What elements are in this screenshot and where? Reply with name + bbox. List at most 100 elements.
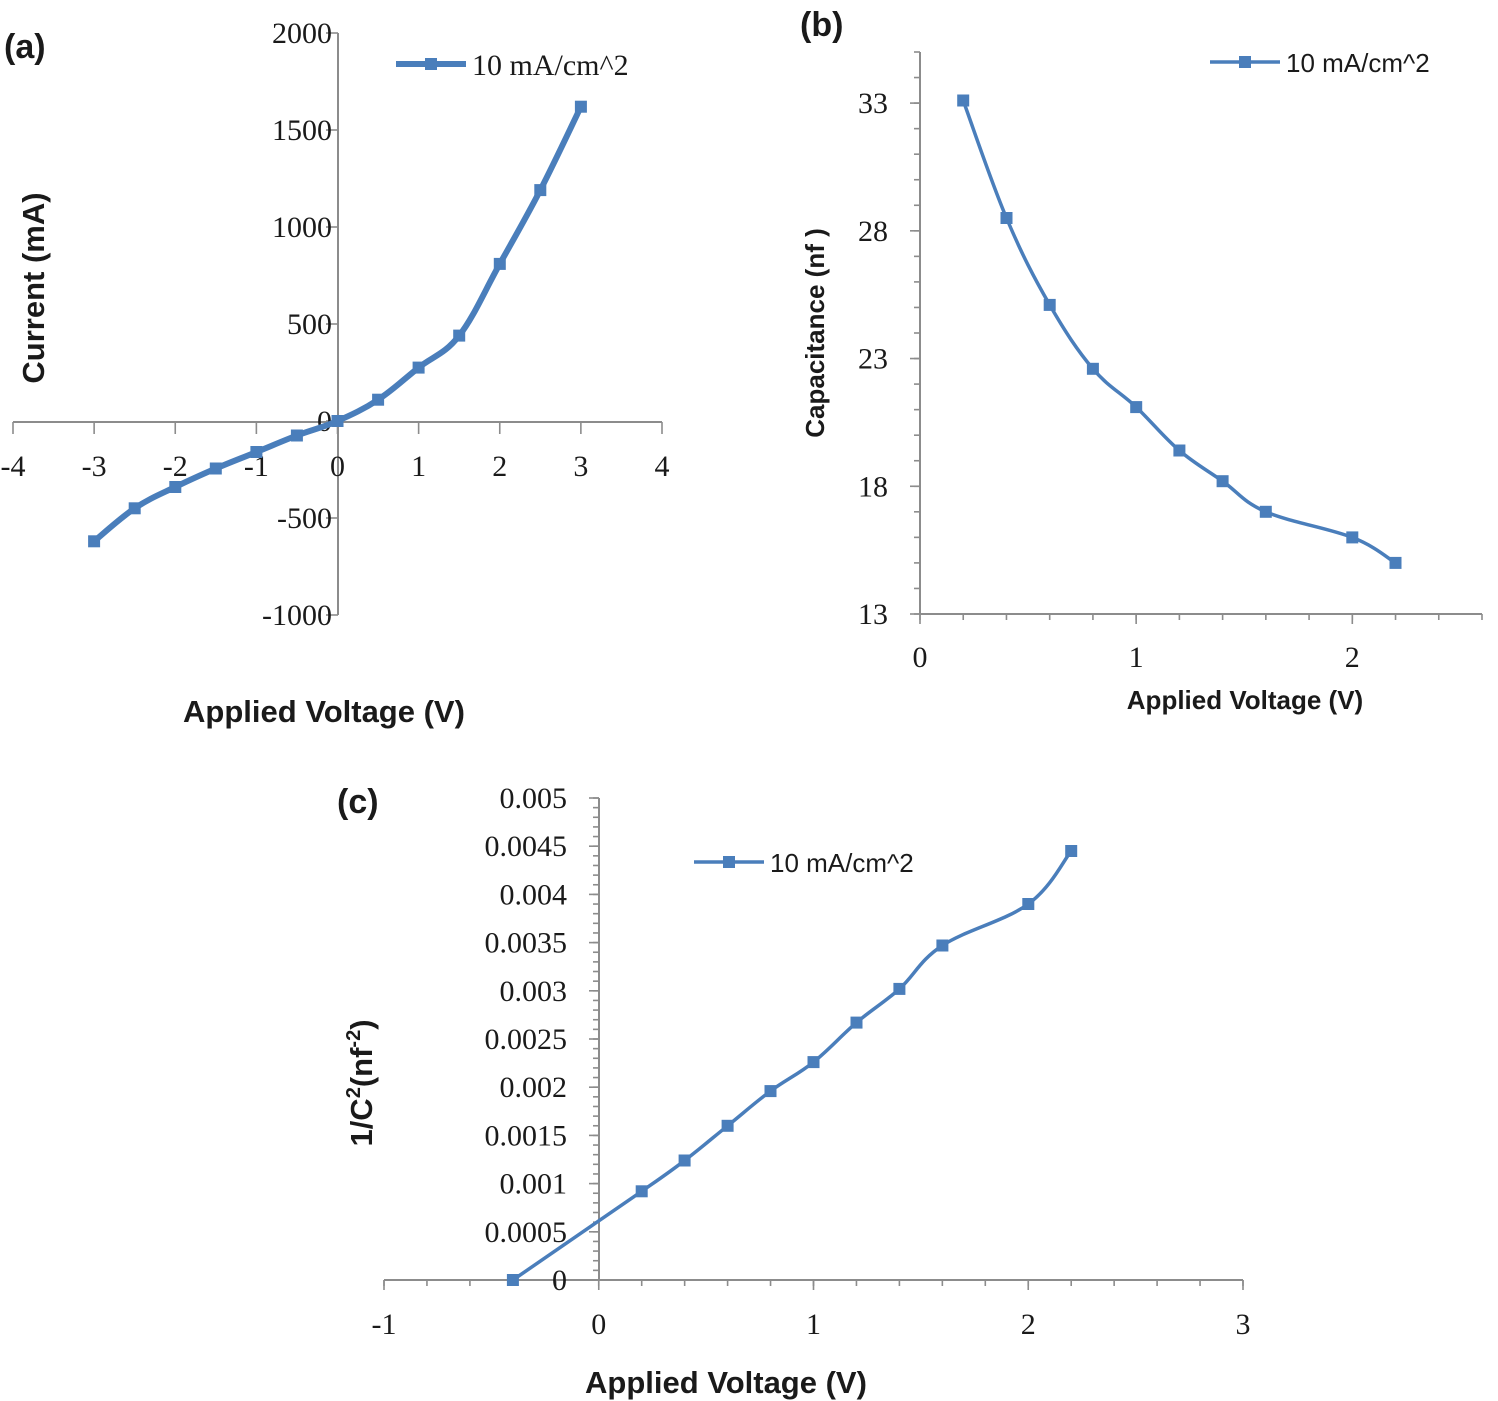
panel-c-y-tick-label: 0.003 [500,975,568,1008]
panel-a-data-point [372,393,385,406]
panel-c-data-point [506,1274,519,1286]
panel-c-axes [383,797,1244,1290]
panel-c-y-tick-labels: 0 0.0005 0.001 0.0015 0.002 0.0025 0.003 0.0035… [485,782,568,1297]
panel-b-y-tick-label: 23 [858,343,888,376]
panel-a-x-tick-label: 0 [330,450,345,483]
panel-b-data-point [1000,212,1013,224]
panel-c-legend-label: 10 mA/cm^2 [770,848,914,878]
panel-a-x-tick-label: 4 [655,450,670,483]
panel-c-y-axis-label-sup2: -2 [343,1030,365,1048]
panel-a-data-point [250,446,263,458]
panel-c-y-axis-label-sup1: 2 [343,1087,365,1098]
panel-a-y-axis-label: Current (mA) [16,192,51,383]
panel-a-data-point [88,535,101,548]
panel-a-data-point [331,415,344,427]
panel-b-data-point [957,94,970,107]
panel-c-y-axis-label-mid: (nf [344,1047,379,1087]
panel-c-data-point [893,982,906,995]
panel-a-data-point [493,257,506,270]
panel-c-x-tick-labels: -1 0 1 2 3 [372,1308,1251,1341]
panel-b-y-tick-label: 18 [858,470,888,503]
panel-c-x-tick-label: -1 [372,1308,397,1341]
panel-c-data-point [764,1085,777,1098]
panel-c-y-tick-label: 0.004 [500,878,568,911]
panel-c-x-tick-label: 3 [1236,1308,1251,1341]
panel-c-data-point [850,1016,863,1029]
panel-c-y-tick-label: 0.0035 [485,927,568,960]
panel-a-data-point [169,481,182,493]
panel-a-data-point [453,329,466,342]
panel-c-y-axis-label: 1/C2(nf-2) [343,1019,379,1146]
panel-b-data-point [1346,531,1359,544]
panel-c-data-point [721,1119,734,1132]
panel-c-y-tick-label: 0.002 [500,1071,568,1104]
panel-c-y-tick-label: 0.0005 [485,1216,568,1249]
panel-a-data-point [209,462,222,475]
panel-c-x-axis-label: Applied Voltage (V) [585,1365,867,1400]
panel-a-y-tick-label: 1500 [272,114,332,147]
panel-b-y-tick-label: 13 [858,598,888,631]
panel-b-x-tick-label: 0 [913,641,928,674]
panel-a-x-tick-label: 1 [411,450,426,483]
panel-c-y-tick-label: 0 [552,1264,567,1297]
panel-c-legend-marker [723,856,735,868]
panel-a-points [88,100,587,548]
panel-b-legend-marker [1239,56,1251,68]
panel-c-points [506,845,1078,1286]
panel-b-x-axis-label: Applied Voltage (V) [1127,685,1363,715]
panel-a-x-axis-label: Applied Voltage (V) [183,694,465,729]
panel-c-y-axis-label-main: 1/C [344,1098,379,1146]
panel-a-data-point [128,502,141,515]
panel-c-y-axis-label-end: ) [344,1019,379,1029]
panel-c-series-line [511,849,1073,1282]
panel-a-y-tick-label: 1000 [272,211,332,244]
panel-c-data-point [678,1154,691,1167]
panel-a-y-tick-label: -500 [277,502,332,535]
panel-c: (c) -1 0 1 2 3 0 0.0005 0.001 0.0015 0.002 0.0025… [337,782,1251,1400]
panel-b-data-point [1259,505,1272,518]
panel-b-y-tick-label: 28 [858,215,888,248]
panel-a-data-point [290,429,303,442]
panel-a: (a) -4 -3 -2 -1 0 1 2 3 4 -1000-5000500100015002… [1,17,670,729]
panel-b-data-point [1389,556,1402,569]
panel-a-x-tick-label: -3 [82,450,107,483]
panel-a-label: (a) [4,28,46,66]
panel-b-points [957,94,1402,569]
panel-a-data-point [574,100,587,113]
panel-a-y-tick-label: -1000 [262,599,332,632]
panel-c-y-tick-label: 0.0045 [485,830,568,863]
panel-b-label: (b) [800,6,843,44]
panel-b-data-point [1216,475,1229,488]
panel-a-x-tick-label: 3 [573,450,588,483]
panel-a-y-tick-label: 500 [287,308,332,341]
panel-a-data-point [534,184,547,197]
panel-a-x-tick-label: -4 [1,450,26,483]
panel-a-x-tick-label: -2 [163,450,188,483]
panel-a-data-point [412,361,425,374]
panel-b-legend: 10 mA/cm^2 [1210,48,1430,78]
panel-c-data-point [936,939,949,952]
panel-a-legend-label: 10 mA/cm^2 [472,49,629,82]
panel-c-label: (c) [337,783,379,821]
panel-b-x-tick-label: 2 [1345,641,1360,674]
panel-c-y-tick-label: 0.0015 [485,1119,568,1152]
panel-b-axes [910,51,1483,624]
panel-b-x-tick-label: 1 [1129,641,1144,674]
panel-a-x-tick-labels: -4 -3 -2 -1 0 1 2 3 4 [1,450,670,483]
panel-a-x-tick-label: 2 [492,450,507,483]
panel-b-data-point [1043,298,1056,311]
panel-c-x-tick-label: 1 [806,1308,821,1341]
panel-b-series-line [961,98,1398,565]
panel-a-legend-marker [425,58,437,70]
panel-c-y-tick-label: 0.001 [500,1168,568,1201]
panel-b-y-tick-labels: 13 18 23 28 33 [858,87,888,631]
panel-c-data-point [1022,898,1035,910]
panel-b-y-axis-label: Capacitance (nf ) [800,228,830,438]
panel-b-legend-label: 10 mA/cm^2 [1286,48,1430,78]
panel-c-y-tick-label: 0.005 [500,782,568,815]
panel-c-y-tick-label: 0.0025 [485,1023,568,1056]
panel-c-legend: 10 mA/cm^2 [694,848,914,878]
panel-b-data-point [1173,444,1186,457]
